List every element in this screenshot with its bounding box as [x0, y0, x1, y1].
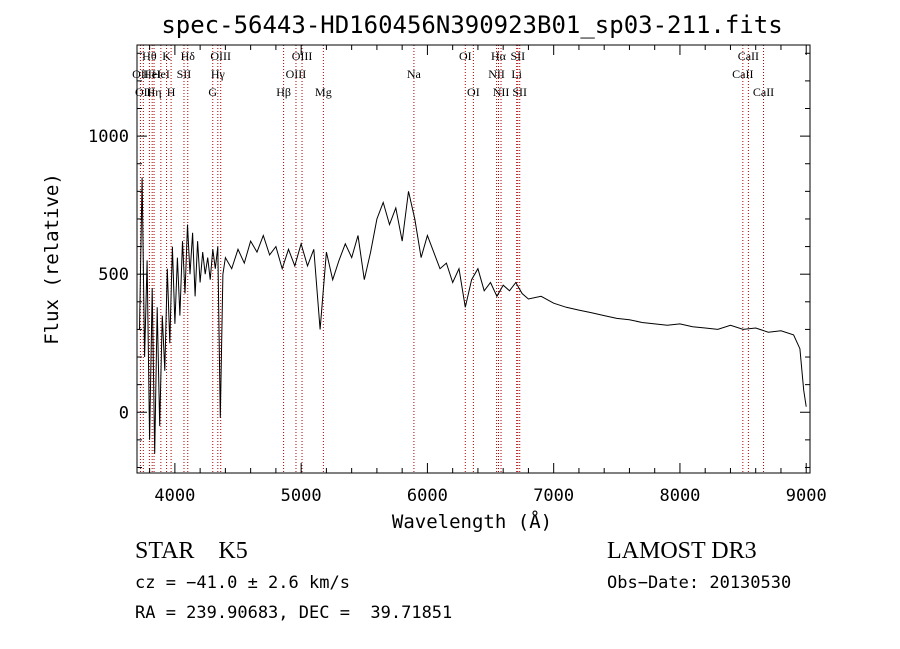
x-tick-label: 7000 — [533, 486, 574, 506]
line-marker-label: HeI — [143, 67, 161, 81]
line-marker-label: K — [162, 49, 171, 63]
line-marker-label: H — [167, 85, 176, 99]
x-tick-label: 9000 — [786, 486, 827, 506]
line-marker-label: OI — [459, 49, 472, 63]
plot-frame — [136, 44, 811, 474]
line-marker-label: HeI — [152, 67, 170, 81]
spectrum-line — [139, 177, 807, 454]
x-tick-label: 5000 — [281, 486, 322, 506]
line-marker-label: NII — [493, 85, 510, 99]
x-tick-label: 4000 — [154, 486, 195, 506]
chart-title: spec-56443-HD160456N390923B01_sp03-211.f… — [161, 11, 782, 39]
line-marker-label: Hβ — [276, 85, 291, 99]
line-marker-label: Na — [407, 67, 422, 81]
y-axis-ticks: 0 500 1000 — [88, 52, 810, 468]
survey-name: LAMOST DR3 — [607, 538, 757, 564]
line-marker-label: Li — [511, 67, 522, 81]
line-marker-label: Hδ — [181, 49, 196, 63]
y-tick-label: 0 — [119, 403, 129, 423]
line-marker-label: Hα — [491, 49, 507, 63]
line-marker-label: CaII — [753, 85, 774, 99]
y-axis-label: Flux (relative) — [41, 173, 63, 345]
y-tick-label: 500 — [98, 265, 129, 285]
observation-date: Obs−Date: 20130530 — [607, 573, 792, 593]
line-marker-label: Mg — [315, 85, 332, 99]
x-axis-label: Wavelength (Å) — [392, 510, 552, 533]
x-axis-ticks: 4000 5000 6000 7000 8000 9000 — [149, 45, 827, 506]
line-marker-label: OIII — [286, 67, 307, 81]
line-marker-label: OII — [132, 67, 149, 81]
line-marker-label: OI — [467, 85, 480, 99]
line-marker-label: CaII — [738, 49, 759, 63]
line-marker-label: G — [208, 85, 217, 99]
x-tick-label: 8000 — [659, 486, 700, 506]
line-marker-label: OIII — [210, 49, 231, 63]
x-tick-label: 6000 — [407, 486, 448, 506]
line-marker-label: SII — [512, 85, 527, 99]
line-marker-label: OIII — [292, 49, 313, 63]
y-tick-label: 1000 — [88, 127, 129, 147]
line-marker-label: SII — [177, 67, 192, 81]
line-marker-label: OII — [135, 85, 152, 99]
object-class: STAR K5 — [135, 538, 248, 564]
line-marker-label: CaII — [732, 67, 753, 81]
line-marker-label: SII — [510, 49, 525, 63]
line-marker-label: Hγ — [211, 67, 226, 81]
line-marker-label: Hη — [147, 85, 162, 99]
emission-line-markers — [139, 45, 765, 473]
line-marker-label: NII — [488, 67, 505, 81]
emission-line-labels: OIIOIIHθHeIHηHeIKHSIIHδGHγOIIIHβOIIIOIII… — [132, 49, 774, 99]
line-marker-label: Hθ — [142, 49, 157, 63]
redshift-info: cz = −41.0 ± 2.6 km/s — [135, 573, 350, 593]
coordinates-info: RA = 239.90683, DEC = 39.71851 — [135, 603, 453, 623]
